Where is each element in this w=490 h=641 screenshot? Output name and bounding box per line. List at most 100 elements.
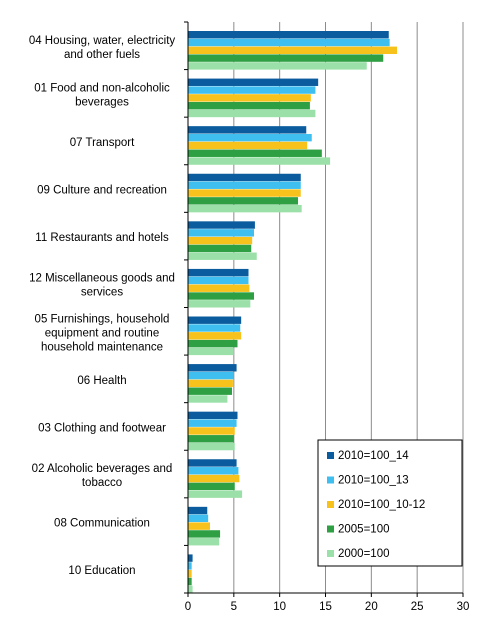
- bar: [188, 284, 250, 292]
- legend-swatch: [327, 476, 334, 484]
- bar: [188, 197, 298, 205]
- category-label: 01 Food and non-alcoholic beverages: [34, 82, 170, 108]
- x-tick-label: 30: [457, 601, 470, 613]
- bar: [188, 554, 193, 562]
- bar: [188, 324, 241, 332]
- bar: [188, 419, 237, 427]
- category-label: 08 Communication: [54, 518, 150, 530]
- bar: [188, 173, 301, 182]
- bar: [188, 347, 234, 356]
- bar: [188, 189, 301, 197]
- bar: [188, 459, 237, 467]
- category-label-line: and other fuels: [64, 49, 140, 61]
- bar: [188, 364, 237, 372]
- category-label-line: 06 Health: [77, 375, 126, 387]
- bar: [188, 149, 322, 157]
- legend-box: [317, 439, 463, 567]
- x-tick-label: 15: [319, 601, 332, 613]
- bar: [188, 141, 308, 150]
- category-labels: 04 Housing, water, electricity and other …: [29, 35, 176, 577]
- bar: [188, 522, 210, 530]
- category-label-line: tobacco: [82, 477, 122, 489]
- category-label: 07 Transport: [70, 137, 135, 149]
- legend-label: 2005=100: [338, 524, 390, 536]
- bar: [188, 387, 232, 395]
- legend-swatch: [327, 501, 334, 508]
- category-label-line: 04 Housing, water, electricity: [29, 35, 176, 47]
- bar: [188, 442, 235, 451]
- legend: 2010=100_14 2010=100_13 2010=100_10-12 2005…: [317, 439, 463, 567]
- bar: [188, 46, 397, 54]
- legend-label: 2010=100_13: [338, 475, 409, 487]
- bar: [188, 482, 235, 491]
- category-label-line: services: [81, 287, 123, 299]
- x-tick-label: 20: [365, 601, 378, 613]
- category-label-line: 07 Transport: [70, 137, 135, 149]
- category-label-line: 02 Alcoholic beverages and: [32, 463, 173, 475]
- bar: [188, 577, 192, 586]
- bar: [188, 268, 249, 277]
- bar: [188, 221, 255, 229]
- legend-label: 2010=100_10-12: [338, 499, 425, 511]
- bar: [188, 339, 238, 348]
- category-label: 11 Restaurants and hotels: [35, 232, 169, 244]
- bar: [188, 54, 384, 62]
- bar: [188, 204, 302, 213]
- category-label-line: 08 Communication: [54, 518, 150, 530]
- category-label-line: 01 Food and non-alcoholic: [34, 82, 170, 94]
- bar: [188, 316, 242, 324]
- bar: [188, 530, 221, 538]
- legend-swatch: [327, 452, 334, 459]
- bar: [188, 109, 316, 118]
- bar: [188, 126, 307, 134]
- bar: [188, 86, 316, 94]
- category-label: 06 Health: [77, 375, 126, 387]
- x-tick-label: 25: [411, 601, 424, 613]
- category-label-line: 05 Furnishings, household: [35, 313, 170, 325]
- bar: [188, 292, 254, 300]
- bar: [188, 244, 252, 253]
- bar: [188, 181, 301, 189]
- category-label: 12 Miscellaneous goods and services: [29, 273, 175, 299]
- bar: [188, 332, 242, 340]
- category-label-line: 03 Clothing and footwear: [38, 422, 166, 434]
- category-label-line: beverages: [75, 96, 129, 108]
- bar: [188, 538, 220, 546]
- category-label: 02 Alcoholic beverages and tobacco: [32, 463, 173, 489]
- bar: [188, 379, 233, 388]
- category-label: 03 Clothing and footwear: [38, 422, 166, 434]
- category-label: 04 Housing, water, electricity and other …: [29, 35, 176, 61]
- bar: [188, 562, 192, 570]
- bar: [188, 514, 209, 523]
- bar: [188, 94, 311, 102]
- bar: [188, 371, 234, 380]
- bar: [188, 585, 193, 594]
- legend-label: 2010=100_14: [338, 450, 409, 462]
- x-tick-label: 5: [231, 601, 237, 613]
- bar: [188, 133, 312, 142]
- bar: [188, 474, 240, 483]
- category-label: 05 Furnishings, household equipment and r…: [35, 313, 170, 353]
- bar: [188, 467, 239, 475]
- category-label-line: 10 Education: [68, 565, 135, 577]
- bar: [188, 78, 319, 86]
- bar: [188, 395, 228, 403]
- bar: [188, 62, 367, 70]
- bar: [188, 300, 251, 308]
- legend-swatch: [327, 550, 334, 557]
- bar: [188, 38, 390, 47]
- category-label-line: 12 Miscellaneous goods and: [29, 273, 175, 285]
- bar: [188, 411, 238, 420]
- category-label-line: 09 Culture and recreation: [37, 185, 167, 197]
- category-label: 09 Culture and recreation: [37, 185, 167, 197]
- bar: [188, 506, 208, 515]
- axes: [184, 21, 464, 597]
- bar: [188, 101, 310, 110]
- x-tick-label: 0: [185, 601, 191, 613]
- category-label-line: 11 Restaurants and hotels: [35, 232, 169, 244]
- bar: [188, 276, 249, 285]
- legend-label: 2000=100: [338, 548, 390, 560]
- category-label-line: household maintenance: [41, 341, 163, 353]
- category-label: 10 Education: [68, 565, 135, 577]
